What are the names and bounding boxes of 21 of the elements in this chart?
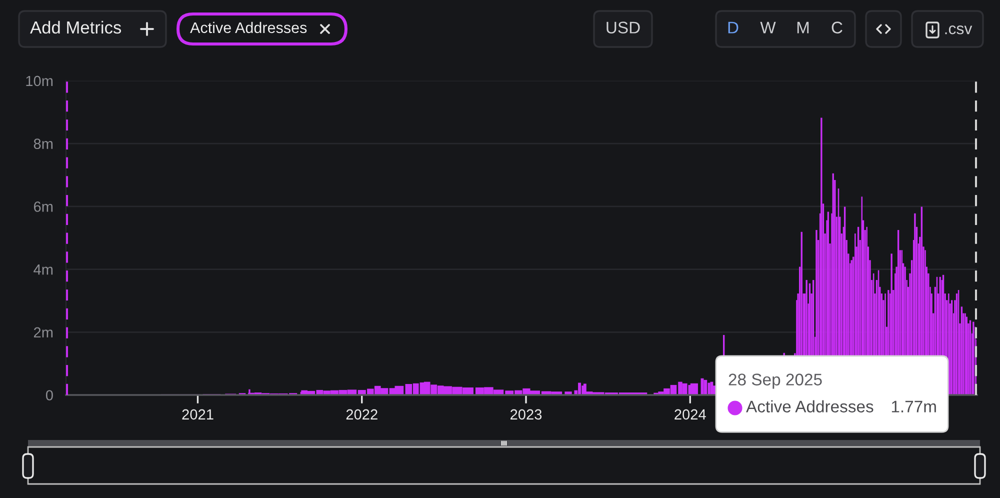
text: Active Addresses	[190, 22, 307, 34]
x-tick-label: 2024	[674, 409, 706, 420]
y-tick-label: 0	[46, 390, 53, 400]
x-tick-label: 2023	[510, 409, 542, 420]
text: M	[797, 22, 809, 34]
y-tick-label: 6m	[34, 202, 53, 212]
text: .csv	[945, 26, 972, 34]
text: Add Metrics	[30, 20, 122, 34]
y-tick-label: 4m	[34, 264, 53, 275]
legend-title: 28 Sep 2025	[728, 374, 822, 389]
text: D	[728, 22, 738, 34]
text: USD	[606, 22, 640, 34]
text: C	[832, 22, 842, 34]
text: W	[760, 22, 776, 34]
x-tick-label: 2021	[182, 409, 214, 420]
y-tick-label: 10m	[26, 76, 53, 86]
y-tick-label: 8m	[34, 138, 53, 149]
y-tick-label: 2m	[34, 327, 53, 338]
x-tick-label: 2022	[346, 409, 378, 420]
text: 1.77m	[892, 400, 936, 412]
legend-label: Active Addresses	[746, 400, 874, 412]
